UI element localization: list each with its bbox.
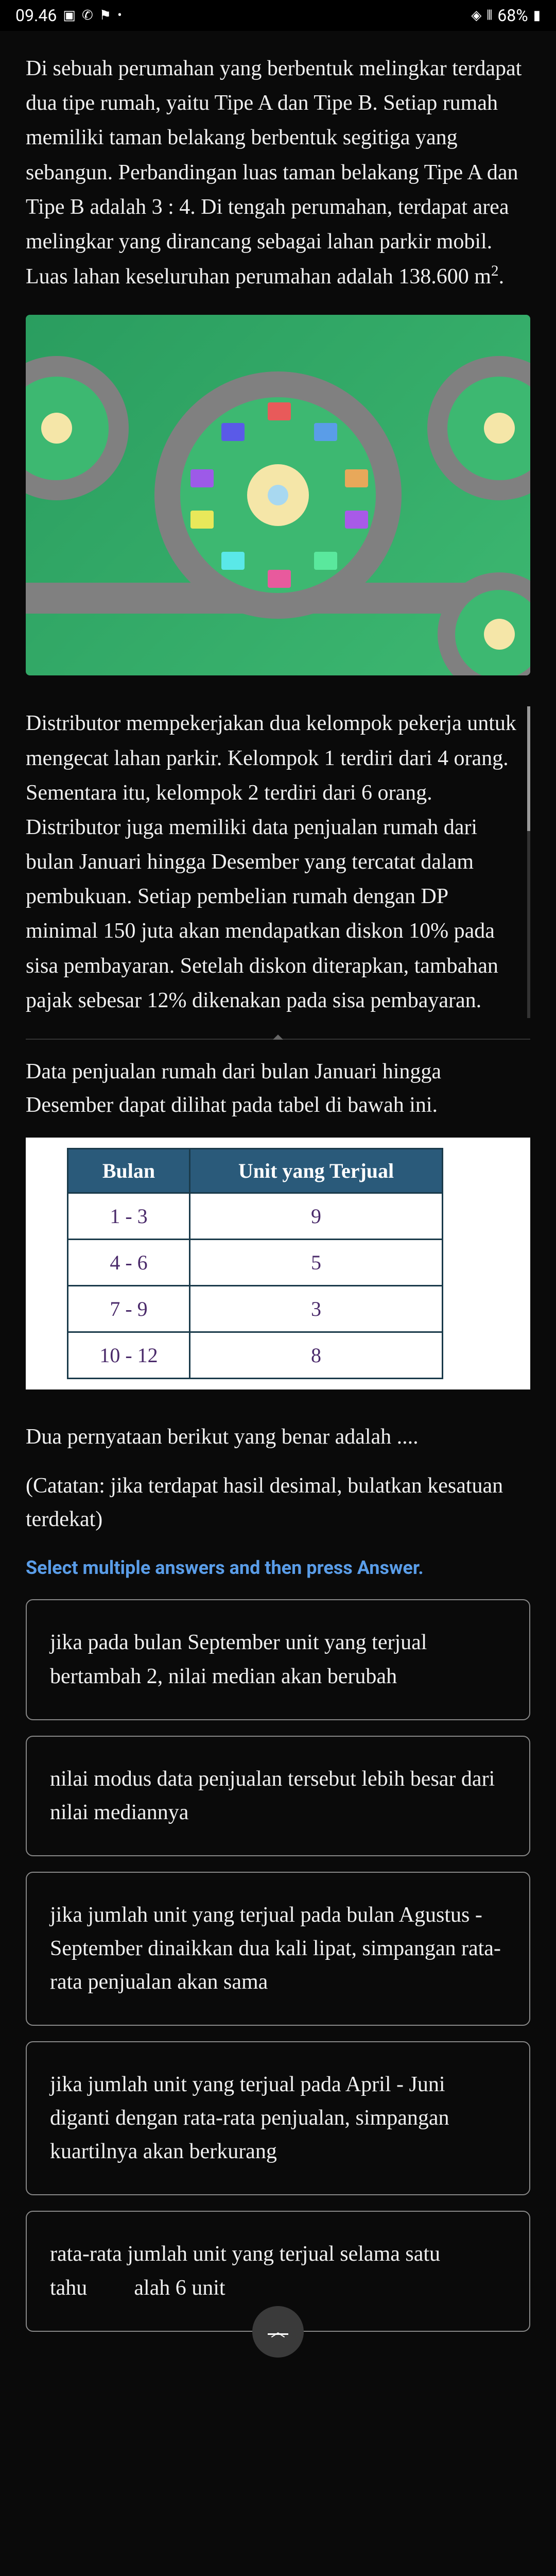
- battery-icon: ▮: [533, 8, 541, 23]
- status-time: 09.46: [15, 6, 57, 25]
- answer-option-4[interactable]: jika jumlah unit yang terjual pada April…: [26, 2041, 530, 2195]
- note-text: (Catatan: jika terdapat hasil desimal, b…: [26, 1469, 530, 1536]
- sales-table-wrap: Bulan Unit yang Terjual 1 - 3 9 4 - 6 5 …: [26, 1138, 530, 1389]
- problem-paragraph-2: Distributor mempekerjakan dua kelompok p…: [26, 706, 517, 1018]
- question-text: Dua pernyataan berikut yang benar adalah…: [26, 1420, 530, 1454]
- p1-end: .: [499, 265, 505, 289]
- wifi-icon: ◈: [471, 8, 481, 23]
- th-month: Bulan: [68, 1149, 190, 1193]
- separator: [26, 1039, 530, 1040]
- th-units: Unit yang Terjual: [190, 1149, 443, 1193]
- table-row: 7 - 9 3: [68, 1286, 443, 1332]
- problem-paragraph-1: Di sebuah perumahan yang berbentuk melin…: [26, 52, 530, 294]
- problem-paragraph-3: Data penjualan rumah dari bulan Januari …: [26, 1055, 530, 1122]
- answer-option-1[interactable]: jika pada bulan September unit yang terj…: [26, 1599, 530, 1720]
- o5-text-a: rata-rata jumlah unit yang terjual selam…: [50, 2242, 440, 2299]
- status-left: 09.46 ▣ ✆ ⚑ •: [15, 6, 122, 25]
- p1-sup: 2: [491, 263, 499, 279]
- scroll-top-button[interactable]: ︿: [252, 2306, 304, 2358]
- housing-illustration: [26, 315, 530, 675]
- more-icon: •: [117, 8, 122, 23]
- instruction-text: Select multiple answers and then press A…: [26, 1557, 530, 1579]
- store-icon: ⚑: [99, 8, 111, 23]
- table-row: 4 - 6 5: [68, 1240, 443, 1286]
- sales-table: Bulan Unit yang Terjual 1 - 3 9 4 - 6 5 …: [67, 1148, 443, 1379]
- camera-icon: ▣: [63, 8, 76, 23]
- answer-option-3[interactable]: jika jumlah unit yang terjual pada bulan…: [26, 1872, 530, 2026]
- status-bar: 09.46 ▣ ✆ ⚑ • ◈ ⫴ 68% ▮: [0, 0, 556, 31]
- whatsapp-icon: ✆: [82, 8, 93, 23]
- table-row: 1 - 3 9: [68, 1193, 443, 1240]
- o5-text-b: alah 6 unit: [134, 2276, 225, 2300]
- table-row: 10 - 12 8: [68, 1332, 443, 1379]
- battery-text: 68%: [497, 6, 528, 25]
- signal-icon: ⫴: [486, 8, 492, 24]
- p1-text: Di sebuah perumahan yang berbentuk melin…: [26, 57, 522, 289]
- answer-option-2[interactable]: nilai modus data penjualan tersebut lebi…: [26, 1736, 530, 1856]
- status-right: ◈ ⫴ 68% ▮: [471, 6, 541, 25]
- scroll-thumb[interactable]: [527, 706, 530, 831]
